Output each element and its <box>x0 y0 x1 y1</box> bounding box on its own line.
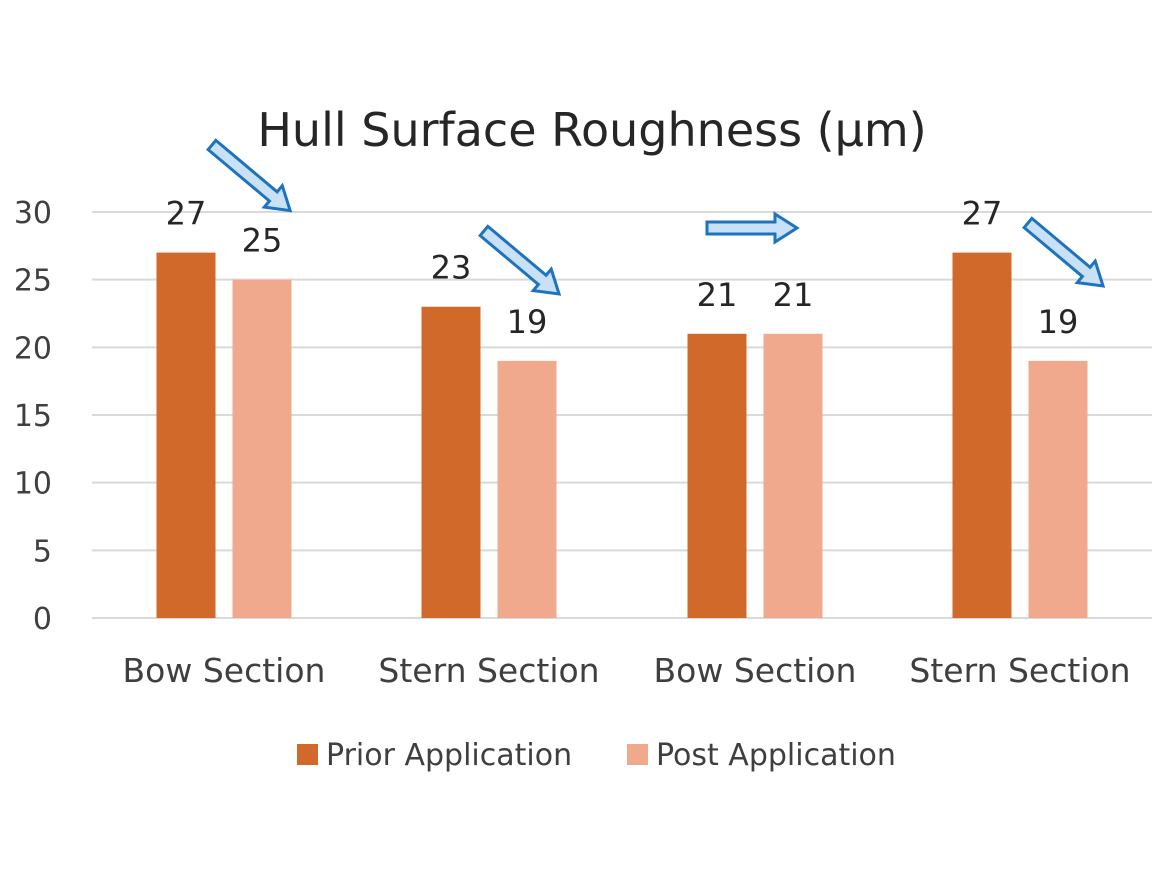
x-axis-ticks: Bow Section Stern Section Bow Section Stern… <box>123 651 1131 690</box>
bar-post-0 <box>232 279 292 618</box>
bar-prior-0 <box>156 252 216 618</box>
bars <box>156 252 1088 618</box>
y-tick-label: 5 <box>33 534 52 569</box>
legend: Prior Application Post Application <box>297 738 896 773</box>
bar-post-2 <box>763 333 823 618</box>
data-label-post-2: 21 <box>773 276 814 314</box>
y-axis-ticks: 0 5 10 15 20 25 30 <box>14 196 52 637</box>
y-tick-label: 25 <box>14 264 52 299</box>
data-labels: 27 23 21 27 25 19 21 19 <box>166 195 1079 341</box>
trend-arrows <box>206 138 1106 296</box>
legend-label-post: Post Application <box>656 738 896 773</box>
legend-swatch-prior <box>297 744 318 765</box>
chart-title: Hull Surface Roughness (µm) <box>257 103 926 157</box>
arrow-down-right-icon <box>478 224 562 296</box>
x-tick-label: Bow Section <box>654 651 857 690</box>
data-label-prior-2: 21 <box>697 276 738 314</box>
bar-post-3 <box>1028 360 1088 618</box>
legend-label-prior: Prior Application <box>326 738 572 773</box>
legend-swatch-post <box>627 744 648 765</box>
data-label-post-0: 25 <box>242 222 283 260</box>
arrow-down-right-icon <box>206 138 293 213</box>
data-label-prior-3: 27 <box>962 195 1003 233</box>
arrow-right-icon <box>705 211 800 245</box>
y-tick-label: 10 <box>14 467 52 502</box>
x-tick-label: Stern Section <box>378 651 599 690</box>
data-label-prior-0: 27 <box>166 195 207 233</box>
data-label-prior-1: 23 <box>431 249 472 287</box>
bar-post-1 <box>497 360 557 618</box>
y-tick-label: 15 <box>14 399 52 434</box>
bar-prior-3 <box>952 252 1012 618</box>
y-tick-label: 30 <box>14 196 52 231</box>
y-tick-label: 20 <box>14 331 52 366</box>
data-label-post-1: 19 <box>507 303 548 341</box>
y-tick-label: 0 <box>33 602 52 637</box>
bar-prior-2 <box>687 333 747 618</box>
data-label-post-3: 19 <box>1038 303 1079 341</box>
bar-prior-1 <box>421 306 481 618</box>
x-tick-label: Stern Section <box>909 651 1130 690</box>
x-tick-label: Bow Section <box>123 651 326 690</box>
arrow-down-right-icon <box>1022 216 1106 288</box>
